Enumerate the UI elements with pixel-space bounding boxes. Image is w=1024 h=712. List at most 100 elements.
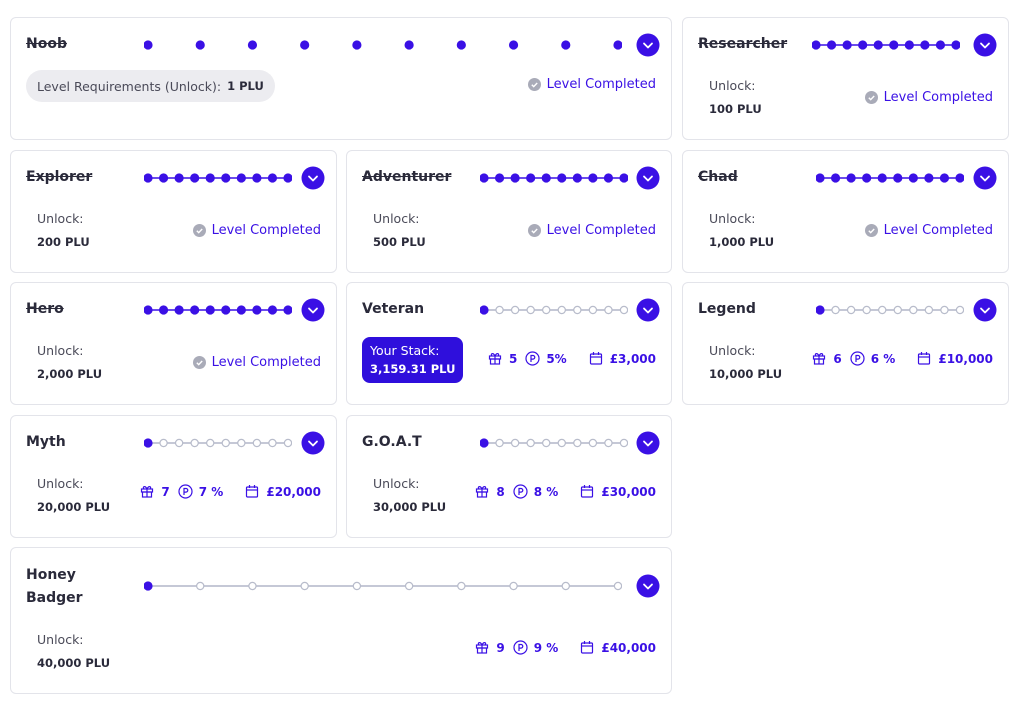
level-perks: 7 7 % £20,000	[140, 484, 321, 499]
stack-value: 3,159.31 PLU	[370, 362, 456, 376]
calendar-icon	[581, 641, 594, 654]
check-icon	[527, 78, 541, 91]
percent: 6 %	[870, 351, 896, 366]
cap: £10,000	[938, 351, 993, 366]
unlock-value: 100 PLU	[709, 102, 762, 116]
gift-icon	[476, 642, 489, 654]
level-card: Myth Unlock: 20,000 PLU 7 7 % £20,000	[10, 415, 337, 538]
level-title: Chad	[698, 169, 738, 185]
gift-count: 8	[496, 484, 505, 499]
unlock-label: Unlock:	[37, 211, 84, 226]
status-text: Level Completed	[211, 355, 321, 370]
calendar-icon	[589, 352, 602, 365]
level-status: Level Completed	[864, 223, 993, 238]
calendar-icon	[581, 485, 594, 498]
check-icon	[864, 91, 878, 104]
unlock-label: Unlock:	[373, 211, 420, 226]
level-title: Noob	[26, 36, 67, 52]
level-status: Level Completed	[192, 355, 321, 370]
gift-count: 9	[496, 640, 505, 655]
level-card: Explorer Unlock: 200 PLU Level Completed	[10, 150, 337, 273]
percent: 9 %	[533, 640, 559, 655]
level-card: Honey Badger Unlock: 40,000 PLU 9 9 % £40,000	[10, 547, 672, 694]
unlock-value: 20,000 PLU	[37, 500, 111, 514]
progress-track	[480, 305, 628, 315]
status-text: Level Completed	[546, 223, 656, 238]
points-icon	[178, 484, 193, 499]
level-card: Veteran Your Stack: 3,159.31 PLU 5 5% £3,000	[346, 282, 672, 405]
gift-icon	[141, 486, 154, 498]
level-card: G.O.A.T Unlock: 30,000 PLU 8 8 % £30,000	[346, 415, 672, 538]
expand-button[interactable]	[973, 298, 997, 322]
level-title: Veteran	[362, 301, 425, 317]
points-icon	[525, 351, 540, 366]
gift-count: 5	[508, 351, 518, 366]
level-title: Adventurer	[362, 169, 452, 185]
level-status: Level Completed	[192, 223, 321, 238]
progress-track	[480, 173, 628, 183]
level-perks: 8 8 % £30,000	[475, 484, 656, 499]
progress-track	[816, 305, 964, 315]
level-title: Honey Badger	[26, 567, 83, 606]
stack-label: Your Stack:	[370, 343, 440, 358]
level-status: Level Completed	[864, 90, 993, 105]
unlock-label: Unlock:	[373, 476, 420, 491]
status-text: Level Completed	[883, 90, 993, 105]
points-icon	[513, 640, 528, 655]
unlock-value: 500 PLU	[373, 235, 426, 249]
expand-button[interactable]	[301, 166, 325, 190]
level-card: Noob Level Requirements (Unlock): 1 PLU Lev…	[10, 17, 672, 140]
progress-track	[144, 581, 622, 591]
stack-badge: Your Stack: 3,159.31 PLU	[362, 337, 464, 383]
cap: £3,000	[609, 351, 656, 366]
level-title: Researcher	[698, 36, 788, 52]
expand-button[interactable]	[636, 298, 660, 322]
requirement-pill: Level Requirements (Unlock): 1 PLU	[26, 70, 275, 102]
expand-button[interactable]	[636, 574, 660, 598]
level-card: Adventurer Unlock: 500 PLU Level Completed	[346, 150, 672, 273]
gift-icon	[476, 486, 489, 498]
cap: £20,000	[266, 484, 321, 499]
status-text: Level Completed	[211, 223, 321, 238]
calendar-icon	[246, 485, 259, 498]
unlock-value: 1,000 PLU	[709, 235, 775, 249]
requirement-value: 1 PLU	[227, 79, 264, 93]
status-text: Level Completed	[883, 223, 993, 238]
expand-button[interactable]	[301, 431, 325, 455]
check-icon	[192, 356, 206, 369]
cap: £40,000	[601, 640, 656, 655]
unlock-value: 2,000 PLU	[37, 367, 103, 381]
unlock-label: Unlock:	[709, 211, 756, 226]
unlock-label: Unlock:	[37, 343, 84, 358]
check-icon	[864, 224, 878, 237]
unlock-label: Unlock:	[709, 78, 756, 93]
expand-button[interactable]	[636, 33, 660, 57]
percent: 8 %	[533, 484, 559, 499]
points-icon	[513, 484, 528, 499]
level-status: Level Completed	[527, 77, 656, 92]
expand-button[interactable]	[636, 166, 660, 190]
level-title: Hero	[26, 301, 64, 317]
percent: 5%	[546, 351, 567, 366]
expand-button[interactable]	[973, 166, 997, 190]
level-title: Myth	[26, 434, 66, 450]
expand-button[interactable]	[301, 298, 325, 322]
expand-button[interactable]	[636, 431, 660, 455]
check-icon	[527, 224, 541, 237]
gift-count: 6	[833, 351, 842, 366]
unlock-label: Unlock:	[709, 343, 756, 358]
level-card: Researcher Unlock: 100 PLU Level Completed	[682, 17, 1009, 140]
expand-button[interactable]	[973, 33, 997, 57]
progress-track	[812, 40, 960, 50]
calendar-icon	[918, 352, 931, 365]
gift-icon	[813, 353, 826, 365]
progress-track	[480, 438, 628, 448]
progress-track	[144, 173, 292, 183]
progress-track	[144, 305, 292, 315]
level-card: Hero Unlock: 2,000 PLU Level Completed	[10, 282, 337, 405]
unlock-value: 200 PLU	[37, 235, 90, 249]
unlock-label: Unlock:	[37, 632, 84, 647]
percent: 7 %	[198, 484, 224, 499]
level-status: Level Completed	[527, 223, 656, 238]
